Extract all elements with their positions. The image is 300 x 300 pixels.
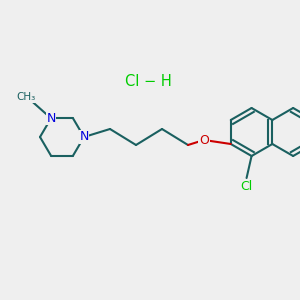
Text: CH₃: CH₃ (16, 92, 36, 102)
Text: O: O (199, 134, 209, 146)
Text: N: N (79, 130, 89, 143)
Text: Cl − H: Cl − H (124, 74, 171, 89)
Text: N: N (46, 112, 56, 125)
Text: Cl: Cl (240, 179, 253, 193)
